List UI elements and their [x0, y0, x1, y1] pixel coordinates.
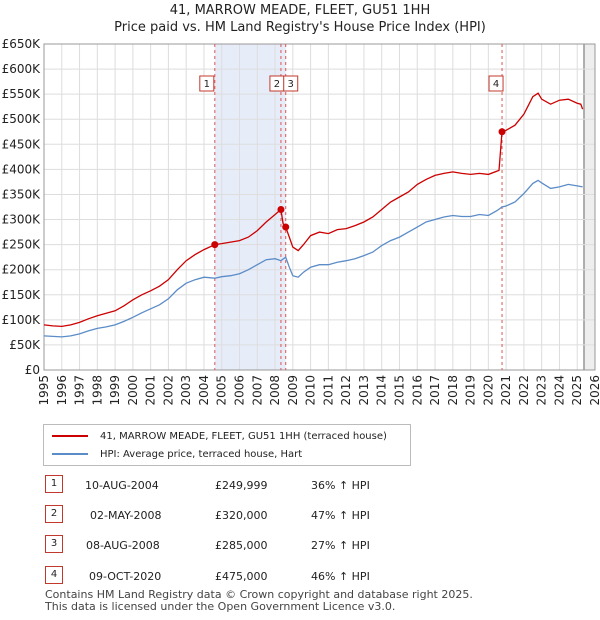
table-row: 3 08-AUG-2008 £285,000 27% ↑ HPI — [0, 535, 600, 557]
x-tick-label: 2024 — [552, 375, 566, 406]
transaction-marker-label: 4 — [493, 79, 499, 90]
transaction-hpi: 36% ↑ HPI — [311, 479, 370, 492]
legend-item-hpi: HPI: Average price, terraced house, Hart — [52, 446, 302, 462]
legend-swatch-property — [52, 435, 88, 437]
transaction-marker-box — [199, 75, 215, 92]
transaction-price: £320,000 — [215, 509, 268, 522]
x-tick-label: 2008 — [268, 375, 282, 406]
y-tick-label: £500K — [2, 112, 42, 126]
x-tick-label: 2023 — [535, 375, 549, 406]
transaction-price: £475,000 — [215, 570, 268, 583]
x-tick-label: 2018 — [446, 375, 460, 406]
table-row: 1 10-AUG-2004 £249,999 36% ↑ HPI — [0, 475, 600, 497]
transaction-date: 08-AUG-2008 — [86, 539, 160, 552]
y-tick-label: £650K — [2, 37, 42, 51]
x-tick-label: 2003 — [179, 375, 193, 406]
plot-frame — [43, 43, 596, 371]
footer: Contains HM Land Registry data © Crown c… — [45, 589, 473, 613]
transaction-point — [277, 206, 285, 214]
transaction-point — [498, 128, 506, 136]
x-tick-label: 1997 — [73, 375, 87, 406]
legend-item-property: 41, MARROW MEADE, FLEET, GU51 1HH (terra… — [52, 428, 387, 444]
x-tick-label: 1998 — [90, 375, 104, 406]
price-chart: £0 £50K £100K £150K £200K £250K £300K £350K £400… — [2, 37, 600, 406]
x-tick-label: 2011 — [321, 375, 335, 406]
chart-subtitle: Price paid vs. HM Land Registry's House … — [114, 20, 486, 35]
x-tick-label: 1996 — [55, 375, 69, 406]
x-tick-label: 2007 — [250, 375, 264, 406]
transaction-price: £285,000 — [215, 539, 268, 552]
y-tick-label: £50K — [9, 338, 41, 352]
transaction-date: 09-OCT-2020 — [89, 570, 162, 583]
transaction-marker-box — [488, 75, 504, 92]
y-tick-label: £400K — [2, 162, 42, 176]
table-row: 4 09-OCT-2020 £475,000 46% ↑ HPI — [0, 566, 600, 588]
transaction-price: £249,999 — [215, 479, 268, 492]
transaction-marker: 3 — [45, 535, 63, 553]
x-tick-label: 2006 — [233, 375, 247, 406]
x-tick-label: 2010 — [304, 375, 318, 406]
y-tick-label: £600K — [2, 62, 42, 76]
y-tick-label: £350K — [2, 187, 42, 201]
transaction-marker: 2 — [45, 505, 63, 523]
y-tick-label: £450K — [2, 137, 42, 151]
x-tick-label: 2020 — [481, 375, 495, 406]
y-tick-label: £150K — [2, 288, 42, 302]
chart-legend: 41, MARROW MEADE, FLEET, GU51 1HH (terra… — [43, 424, 411, 466]
shaded-range — [583, 44, 595, 370]
transaction-hpi: 47% ↑ HPI — [311, 509, 370, 522]
x-tick-label: 2004 — [197, 375, 211, 406]
legend-swatch-hpi — [52, 453, 88, 455]
footer-copyright: Contains HM Land Registry data © Crown c… — [45, 588, 473, 601]
shaded-range — [214, 44, 286, 370]
x-tick-label: 2012 — [339, 375, 353, 406]
hpi-line — [43, 179, 583, 338]
x-tick-label: 2009 — [286, 375, 300, 406]
y-tick-label: £250K — [2, 238, 42, 252]
x-tick-label: 2015 — [392, 375, 406, 406]
transaction-hpi: 27% ↑ HPI — [311, 539, 370, 552]
x-tick-label: 2025 — [570, 375, 584, 406]
transaction-marker: 1 — [45, 475, 63, 493]
x-tick-label: 2000 — [126, 375, 140, 406]
transaction-date: 02-MAY-2008 — [90, 509, 162, 522]
transaction-point — [282, 223, 290, 231]
x-tick-label: 2002 — [161, 375, 175, 406]
chart-title: 41, MARROW MEADE, FLEET, GU51 1HH — [169, 3, 431, 18]
transaction-marker: 4 — [45, 566, 63, 584]
legend-label-property: 41, MARROW MEADE, FLEET, GU51 1HH (terra… — [100, 430, 387, 442]
transaction-hpi: 46% ↑ HPI — [311, 570, 370, 583]
x-tick-label: 2017 — [428, 375, 442, 406]
transaction-point — [211, 241, 219, 249]
x-tick-label: 2005 — [215, 375, 229, 406]
y-tick-label: £100K — [2, 313, 42, 327]
x-tick-label: 1999 — [108, 375, 122, 406]
x-tick-label: 2001 — [144, 375, 158, 406]
x-tick-label: 2014 — [375, 375, 389, 406]
x-tick-label: 2021 — [499, 375, 513, 406]
x-tick-label: 2022 — [517, 375, 531, 406]
transaction-marker-label: 3 — [288, 79, 294, 90]
x-tick-label: 2026 — [588, 375, 600, 406]
x-tick-label: 2013 — [357, 375, 371, 406]
transaction-marker-label: 2 — [274, 79, 280, 90]
legend-label-hpi: HPI: Average price, terraced house, Hart — [100, 448, 303, 460]
table-row: 2 02-MAY-2008 £320,000 47% ↑ HPI — [0, 505, 600, 527]
x-tick-label: 1995 — [37, 375, 51, 406]
y-tick-label: £300K — [2, 213, 42, 227]
y-tick-label: £550K — [2, 87, 42, 101]
transaction-date: 10-AUG-2004 — [85, 479, 159, 492]
transaction-marker-label: 1 — [204, 79, 210, 90]
transaction-marker-box — [283, 75, 299, 92]
footer-licence: This data is licensed under the Open Gov… — [45, 600, 396, 613]
y-tick-label: £0 — [25, 363, 40, 377]
y-tick-label: £200K — [2, 263, 42, 277]
x-tick-label: 2016 — [410, 375, 424, 406]
x-tick-label: 2019 — [464, 375, 478, 406]
